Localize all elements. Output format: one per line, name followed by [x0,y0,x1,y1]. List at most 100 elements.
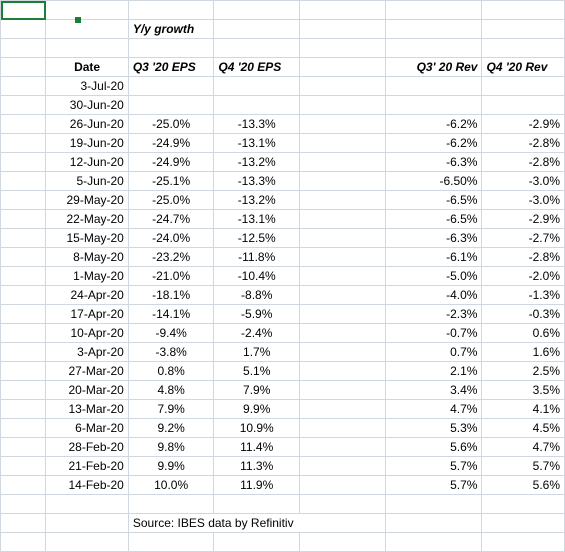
cell-date[interactable]: 17-Apr-20 [46,305,128,324]
cell[interactable] [300,419,386,438]
cell-q3_eps[interactable] [128,77,214,96]
cell[interactable] [1,381,46,400]
cell-q3_rev[interactable]: -6.2% [385,115,482,134]
cell[interactable] [482,533,565,552]
cell[interactable] [300,77,386,96]
cell-q4_rev[interactable]: 0.6% [482,324,565,343]
cell-q4_eps[interactable]: 10.9% [214,419,300,438]
cell-q3_rev[interactable]: 5.7% [385,476,482,495]
cell[interactable] [1,210,46,229]
cell-date[interactable]: 28-Feb-20 [46,438,128,457]
cell-q3_eps[interactable]: -3.8% [128,343,214,362]
cell[interactable] [128,495,214,514]
cell-q4_rev[interactable]: -2.8% [482,248,565,267]
cell-q3_eps[interactable]: -24.0% [128,229,214,248]
cell-q3_rev[interactable]: -6.1% [385,248,482,267]
cell-date[interactable]: 29-May-20 [46,191,128,210]
cell[interactable] [385,495,482,514]
cell-q4_eps[interactable]: -10.4% [214,267,300,286]
cell-q4_rev[interactable]: 1.6% [482,343,565,362]
cell-q4_rev[interactable]: 4.5% [482,419,565,438]
cell-q4_eps[interactable]: 11.4% [214,438,300,457]
cell[interactable] [300,248,386,267]
cell[interactable] [385,514,482,533]
cell[interactable] [385,20,482,39]
cell-q3_eps[interactable]: -21.0% [128,267,214,286]
cell-q4_rev[interactable]: -2.9% [482,115,565,134]
cell-q3_rev[interactable]: -6.5% [385,210,482,229]
cell-q4_rev[interactable] [482,96,565,115]
cell[interactable] [1,39,46,58]
cell-q3_eps[interactable]: 9.8% [128,438,214,457]
cell-q4_rev[interactable]: -2.7% [482,229,565,248]
cell-q4_eps[interactable] [214,77,300,96]
cell[interactable] [1,77,46,96]
cell-q4_eps[interactable]: 5.1% [214,362,300,381]
cell-q3_rev[interactable]: 0.7% [385,343,482,362]
cell[interactable] [300,457,386,476]
cell-q3_rev[interactable]: 3.4% [385,381,482,400]
cell-q4_eps[interactable]: -5.9% [214,305,300,324]
cell-q3_eps[interactable]: 4.8% [128,381,214,400]
cell-q3_rev[interactable]: -2.3% [385,305,482,324]
active-cell[interactable] [1,1,46,20]
cell[interactable] [214,533,300,552]
cell-q3_rev[interactable]: -5.0% [385,267,482,286]
cell[interactable] [1,267,46,286]
cell-q4_eps[interactable]: -13.1% [214,210,300,229]
cell-q3_eps[interactable]: -18.1% [128,286,214,305]
cell-date[interactable]: 3-Apr-20 [46,343,128,362]
cell-q4_eps[interactable]: -13.3% [214,115,300,134]
cell[interactable] [300,20,386,39]
cell[interactable] [1,305,46,324]
cell[interactable] [1,438,46,457]
cell-date[interactable]: 22-May-20 [46,210,128,229]
cell[interactable] [1,400,46,419]
cell[interactable] [300,153,386,172]
cell[interactable] [46,495,128,514]
cell-q3_rev[interactable]: -4.0% [385,286,482,305]
cell[interactable] [46,20,128,39]
cell-date[interactable]: 13-Mar-20 [46,400,128,419]
cell[interactable] [128,533,214,552]
cell-q3_eps[interactable]: -14.1% [128,305,214,324]
cell[interactable] [1,96,46,115]
col-header-q4-eps[interactable]: Q4 '20 EPS [214,58,300,77]
cell-q4_rev[interactable]: -0.3% [482,305,565,324]
cell[interactable] [482,20,565,39]
cell[interactable] [1,134,46,153]
cell[interactable] [300,210,386,229]
cell[interactable] [1,324,46,343]
cell-q4_eps[interactable] [214,96,300,115]
cell-q4_eps[interactable]: -2.4% [214,324,300,343]
cell-date[interactable]: 3-Jul-20 [46,77,128,96]
col-header-date[interactable]: Date [46,58,128,77]
cell[interactable] [300,400,386,419]
cell-q3_rev[interactable]: -0.7% [385,324,482,343]
cell-date[interactable]: 5-Jun-20 [46,172,128,191]
cell[interactable] [46,533,128,552]
cell-q4_eps[interactable]: 11.3% [214,457,300,476]
cell[interactable] [300,96,386,115]
cell-q3_eps[interactable]: 9.9% [128,457,214,476]
cell-q3_rev[interactable]: -6.5% [385,191,482,210]
cell[interactable] [482,514,565,533]
spreadsheet-grid[interactable]: Y/y growth Date Q3 '20 EPS Q4 '20 EPS Q3… [0,0,565,501]
col-header-q4-rev[interactable]: Q4 '20 Rev [482,58,565,77]
cell-date[interactable]: 21-Feb-20 [46,457,128,476]
cell[interactable] [1,495,46,514]
cell-q3_rev[interactable]: 2.1% [385,362,482,381]
cell-q3_eps[interactable]: -25.0% [128,191,214,210]
cell-q3_rev[interactable]: -6.3% [385,153,482,172]
cell[interactable] [300,267,386,286]
cell[interactable] [300,533,386,552]
cell[interactable] [214,20,300,39]
cell-q3_rev[interactable]: 5.6% [385,438,482,457]
cell-q3_eps[interactable]: 7.9% [128,400,214,419]
cell-q4_rev[interactable]: -2.0% [482,267,565,286]
cell-q4_rev[interactable] [482,77,565,96]
cell[interactable] [46,1,128,20]
cell[interactable] [1,229,46,248]
cell-q3_rev[interactable] [385,77,482,96]
cell-q4_rev[interactable]: -3.0% [482,191,565,210]
